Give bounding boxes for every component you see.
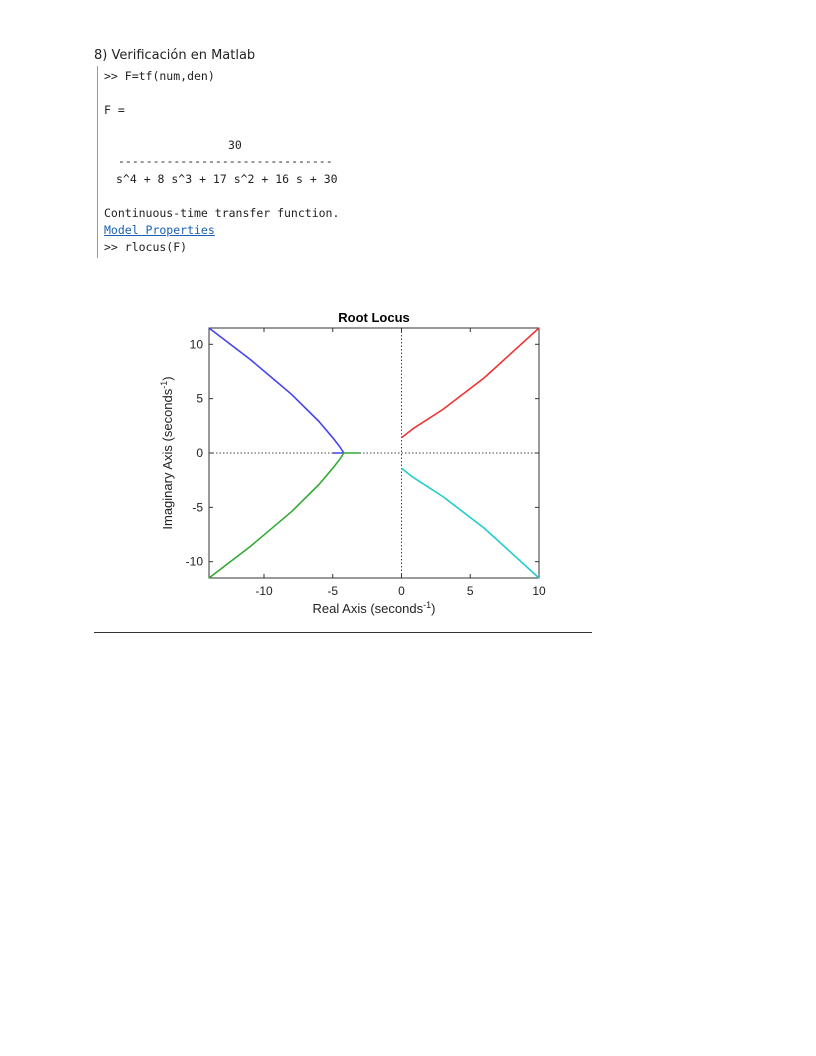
y-tick-label: 5	[196, 392, 203, 406]
x-tick-label: 5	[467, 584, 474, 598]
section-heading: 8) Verificación en Matlab	[94, 48, 256, 63]
console-command-rlocus: >> rlocus(F)	[104, 240, 188, 254]
x-tick-label: -5	[327, 584, 338, 598]
root-locus-chart: -10 -5 0 5 10 10 5 0 -5 -10 Root Locus Real Axis (s…	[150, 300, 570, 630]
locus-branch-2	[208, 452, 361, 579]
x-tick-label: -10	[255, 584, 273, 598]
locus-branch-3	[401, 327, 540, 439]
x-tick-label: 0	[398, 584, 405, 598]
console-output-name: F =	[104, 103, 125, 117]
y-tick-label: 10	[190, 337, 204, 351]
y-tick-label: -5	[192, 500, 203, 514]
x-tick-label: 10	[532, 584, 546, 598]
separator-line	[94, 632, 592, 633]
console-command-tf: >> F=tf(num,den)	[104, 69, 215, 83]
chart-title: Root Locus	[338, 310, 410, 325]
y-axis-label: Imaginary Axis (seconds-1)	[159, 376, 175, 529]
y-tick-label: -10	[186, 555, 204, 569]
tf-denominator: s^4 + 8 s^3 + 17 s^2 + 16 s + 30	[116, 172, 338, 186]
root-locus-svg: -10 -5 0 5 10 10 5 0 -5 -10 Root Locus Real Axis (s…	[159, 310, 546, 616]
model-properties-link[interactable]: Model Properties	[104, 223, 215, 237]
matlab-console: >> F=tf(num,den) F = 30 ----------------…	[97, 66, 388, 258]
tf-fraction-bar: -------------------------------	[118, 154, 333, 168]
tf-numerator: 30	[228, 138, 242, 152]
console-output-description: Continuous-time transfer function.	[104, 206, 340, 220]
locus-branch-4	[401, 467, 540, 579]
x-axis-label: Real Axis (seconds-1)	[313, 600, 436, 616]
locus-branch-1	[208, 327, 345, 454]
y-tick-label: 0	[196, 446, 203, 460]
